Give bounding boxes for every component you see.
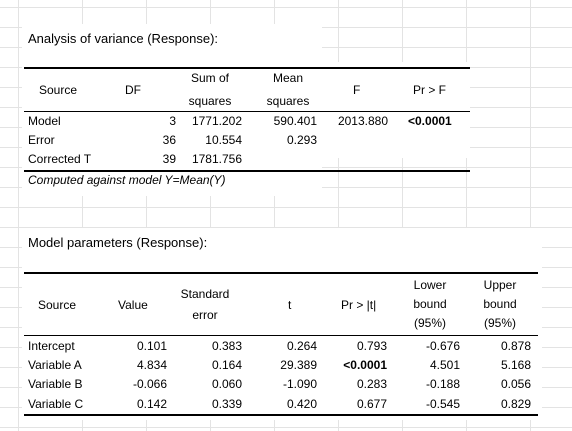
anova-row-error-df: 36 [162, 133, 176, 147]
params-row-variable-b-value: -0.066 [132, 377, 167, 391]
anova-row-model-ms: 590.401 [273, 114, 317, 128]
params-header-se-2: error [192, 308, 218, 322]
params-row-variable-c-lb: -0.545 [425, 397, 460, 411]
params-row-variable-c-se: 0.339 [211, 397, 242, 411]
params-row-variable-a-source: Variable A [28, 358, 82, 372]
anova-header-ss-1: Sum of [190, 71, 229, 85]
anova-note: Computed against model Y=Mean(Y) [28, 173, 226, 187]
anova-row-model-df: 3 [169, 114, 176, 128]
params-header-lb-2: bound [413, 297, 447, 311]
anova-title: Analysis of variance (Response): [28, 31, 219, 46]
params-row-intercept-p: 0.793 [356, 339, 387, 353]
params-row-intercept-t: 0.264 [286, 339, 317, 353]
anova-header-f: F [353, 83, 361, 97]
anova-row-corrected-source: Corrected T [28, 152, 92, 166]
params-row-variable-a-value: 4.834 [136, 358, 167, 372]
anova-row-error-ss: 10.554 [205, 133, 242, 147]
anova-row-model-ss: 1771.202 [191, 114, 242, 128]
anova-bottom-rule [24, 170, 470, 172]
params-row-intercept-ub: 0.878 [500, 339, 531, 353]
anova-header-df: DF [125, 83, 141, 97]
params-row-variable-b-source: Variable B [28, 377, 83, 391]
params-header-ub-3: (95%) [483, 316, 516, 330]
anova-region [22, 24, 322, 196]
anova-row-model-p: <0.0001 [408, 114, 452, 128]
params-row-variable-b-p: 0.283 [356, 377, 387, 391]
anova-header-rule [24, 111, 470, 112]
params-row-variable-b-lb: -0.188 [425, 377, 460, 391]
params-row-intercept-lb: -0.676 [425, 339, 460, 353]
anova-header-ms-1: Mean [272, 71, 304, 85]
anova-top-rule [24, 67, 470, 69]
params-row-variable-a-lb: 4.501 [429, 358, 460, 372]
params-header-source: Source [38, 298, 77, 312]
params-header-rule [24, 335, 538, 336]
params-row-variable-c-value: 0.142 [136, 397, 167, 411]
params-header-value: Value [118, 298, 148, 312]
params-top-rule [24, 272, 538, 274]
params-row-variable-c-t: 0.420 [286, 397, 317, 411]
params-row-variable-c-p: 0.677 [356, 397, 387, 411]
anova-row-error-source: Error [28, 133, 55, 147]
params-header-ub-1: Upper [483, 278, 517, 292]
params-row-variable-c-ub: 0.829 [500, 397, 531, 411]
anova-header-ss-2: squares [188, 94, 232, 108]
params-header-p: Pr > |t| [341, 298, 377, 312]
anova-row-corrected-ss: 1781.756 [191, 152, 242, 166]
anova-header-ms-2: squares [266, 94, 310, 108]
anova-row-model-source: Model [28, 114, 61, 128]
params-header-lb-3: (95%) [413, 316, 446, 330]
anova-row-model-f: 2013.880 [337, 114, 388, 128]
params-row-variable-b-ub: 0.056 [500, 377, 531, 391]
params-header-lb-1: Lower [413, 278, 447, 292]
anova-row-corrected-df: 39 [162, 152, 176, 166]
params-row-variable-a-p: <0.0001 [343, 358, 387, 372]
params-row-variable-b-t: -1.090 [282, 377, 317, 391]
anova-header-p: Pr > F [413, 83, 447, 97]
params-header-ub-2: bound [483, 297, 517, 311]
params-row-variable-a-ub: 5.168 [500, 358, 531, 372]
params-row-variable-a-se: 0.164 [211, 358, 242, 372]
params-row-variable-c-source: Variable C [28, 397, 84, 411]
params-row-variable-a-t: 29.389 [280, 358, 317, 372]
params-row-intercept-se: 0.383 [211, 339, 242, 353]
params-region [22, 228, 542, 420]
params-row-variable-b-se: 0.060 [211, 377, 242, 391]
anova-header-source: Source [39, 83, 78, 97]
params-header-t: t [288, 298, 292, 312]
params-bottom-rule [24, 414, 538, 416]
params-row-intercept-value: 0.101 [136, 339, 167, 353]
params-title: Model parameters (Response): [28, 235, 208, 250]
anova-row-error-ms: 0.293 [286, 133, 317, 147]
params-row-intercept-source: Intercept [28, 339, 75, 353]
params-header-se-1: Standard [180, 287, 230, 301]
anova-region-right [322, 62, 470, 158]
